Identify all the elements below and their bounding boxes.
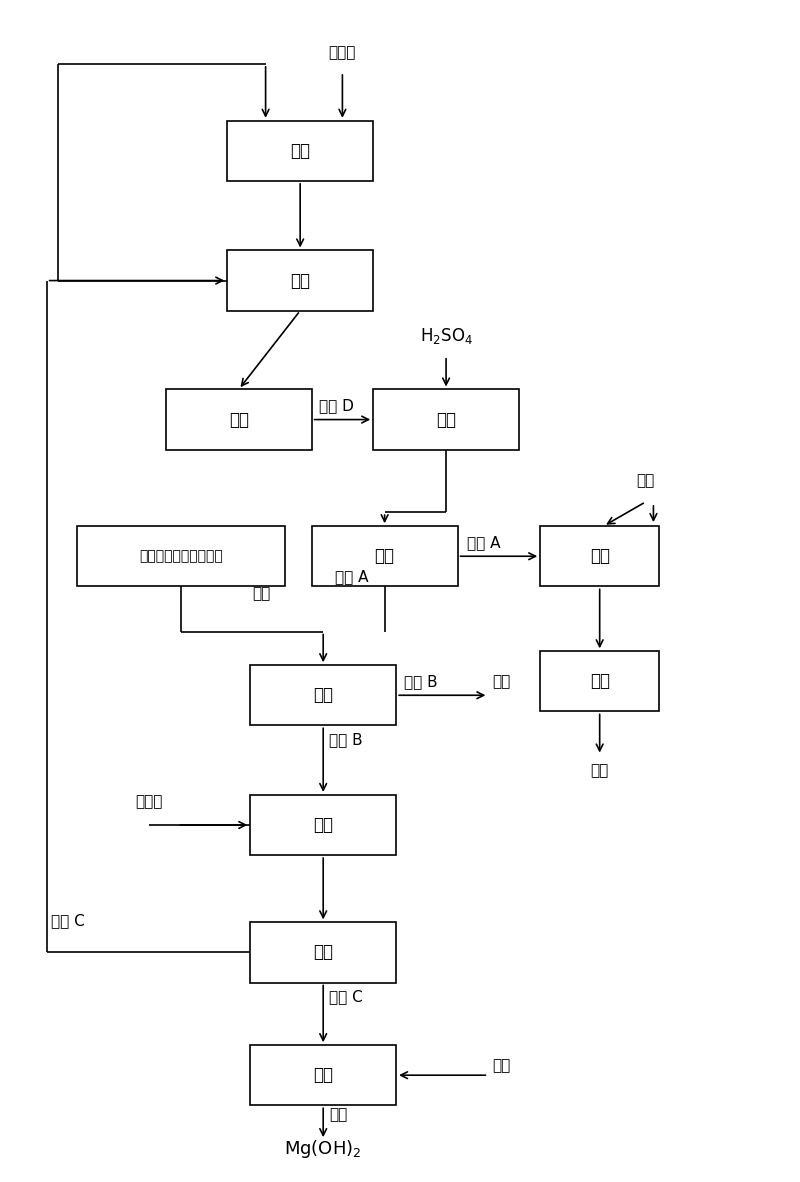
Text: 混合: 混合 — [253, 586, 271, 600]
Text: 净水: 净水 — [492, 1058, 510, 1073]
Bar — [227, 251, 373, 311]
Text: 混合: 混合 — [290, 142, 310, 160]
Bar — [250, 1045, 396, 1105]
Text: $\mathregular{H_2SO_4}$: $\mathregular{H_2SO_4}$ — [419, 326, 473, 346]
Text: 石膏: 石膏 — [590, 764, 609, 778]
Text: 滤液 A: 滤液 A — [334, 570, 368, 585]
Bar — [227, 121, 373, 181]
Text: $\mathregular{Mg(OH)_2}$: $\mathregular{Mg(OH)_2}$ — [284, 1138, 362, 1161]
Text: 混合: 混合 — [436, 410, 456, 429]
Text: 混合: 混合 — [314, 816, 334, 834]
Bar — [78, 526, 285, 586]
Bar — [166, 389, 312, 449]
Text: 分液: 分液 — [290, 272, 310, 290]
Text: 干燥: 干燥 — [330, 1108, 347, 1122]
Text: 滤液 B: 滤液 B — [330, 732, 363, 747]
Text: 滤渣 A: 滤渣 A — [467, 534, 500, 550]
Bar — [312, 526, 458, 586]
Bar — [250, 665, 396, 726]
Text: 过滤: 过滤 — [314, 943, 334, 961]
Text: 洗涤: 洗涤 — [314, 1066, 334, 1084]
Text: 滤液 D: 滤液 D — [319, 398, 354, 414]
Text: 丢弃: 丢弃 — [492, 674, 510, 689]
Text: 可酸溶出镁离子性原料: 可酸溶出镁离子性原料 — [139, 550, 223, 564]
Bar — [373, 389, 519, 449]
Bar — [250, 922, 396, 982]
Text: 净水: 净水 — [637, 474, 655, 488]
Text: 滤渣 B: 滤渣 B — [404, 674, 438, 689]
Text: 有机胺: 有机胺 — [135, 794, 162, 810]
Bar — [250, 794, 396, 855]
Text: 氧化钙: 氧化钙 — [329, 45, 356, 60]
Text: 过滤: 过滤 — [314, 687, 334, 704]
Text: 过滤: 过滤 — [374, 547, 394, 565]
Bar — [540, 651, 659, 712]
Text: 干燥: 干燥 — [590, 673, 610, 690]
Text: 过滤: 过滤 — [229, 410, 249, 429]
Bar — [540, 526, 659, 586]
Text: 洗涤: 洗涤 — [590, 547, 610, 565]
Text: 滤渣 C: 滤渣 C — [330, 989, 363, 1004]
Text: 滤液 C: 滤液 C — [51, 914, 85, 929]
